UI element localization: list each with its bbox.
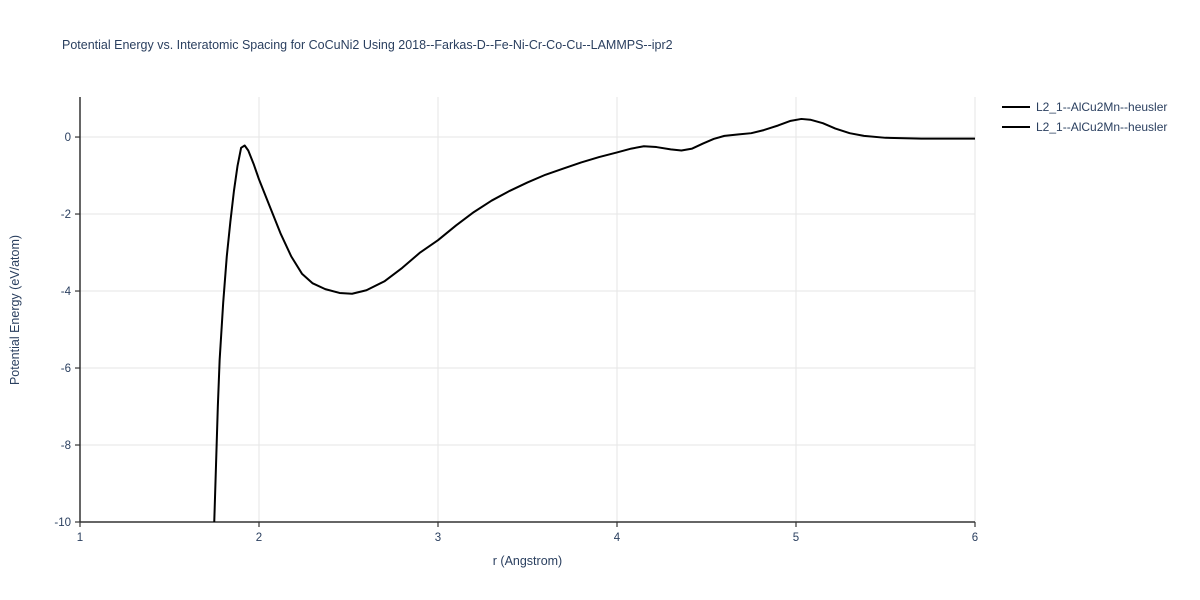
y-axis-label: Potential Energy (eV/atom) [8, 234, 23, 385]
legend-item[interactable]: L2_1--AlCu2Mn--heusler [1002, 100, 1167, 114]
legend-label: L2_1--AlCu2Mn--heusler [1036, 120, 1168, 134]
x-axis-label: r (Angstrom) [492, 554, 563, 568]
legend-line-sample [1002, 126, 1030, 128]
x-tick-label: 6 [972, 532, 978, 544]
y-tick-label: -4 [61, 286, 72, 298]
y-tick-label: 0 [65, 132, 71, 144]
series-line [213, 117, 975, 522]
x-tick-label: 1 [77, 532, 83, 544]
y-tick-label: -10 [54, 517, 71, 529]
x-tick-label: 5 [793, 532, 799, 544]
legend: L2_1--AlCu2Mn--heusler L2_1--AlCu2Mn--heu… [1002, 100, 1167, 134]
y-tick-label: -6 [61, 363, 71, 375]
x-tick-label: 3 [435, 532, 441, 544]
y-tick-label: -2 [61, 209, 71, 221]
legend-item[interactable]: L2_1--AlCu2Mn--heusler [1002, 120, 1167, 134]
legend-label: L2_1--AlCu2Mn--heusler [1036, 100, 1168, 114]
y-tick-label: -8 [61, 440, 71, 452]
legend-line-sample [1002, 106, 1030, 108]
x-tick-label: 4 [614, 532, 621, 544]
x-tick-label: 2 [256, 532, 262, 544]
y-axis-label-wrap: Potential Energy (eV/atom) [2, 97, 28, 522]
chart-title: Potential Energy vs. Interatomic Spacing… [62, 38, 673, 52]
